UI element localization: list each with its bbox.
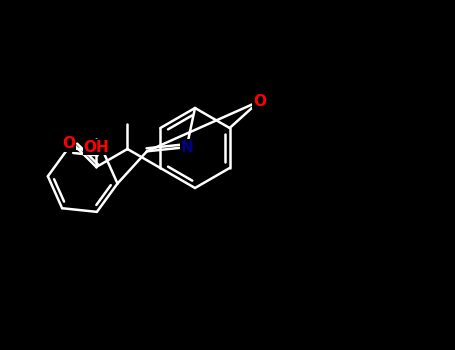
Text: N: N bbox=[180, 140, 193, 155]
Text: OH: OH bbox=[83, 140, 109, 154]
Text: O: O bbox=[62, 136, 76, 151]
Text: O: O bbox=[253, 94, 266, 109]
